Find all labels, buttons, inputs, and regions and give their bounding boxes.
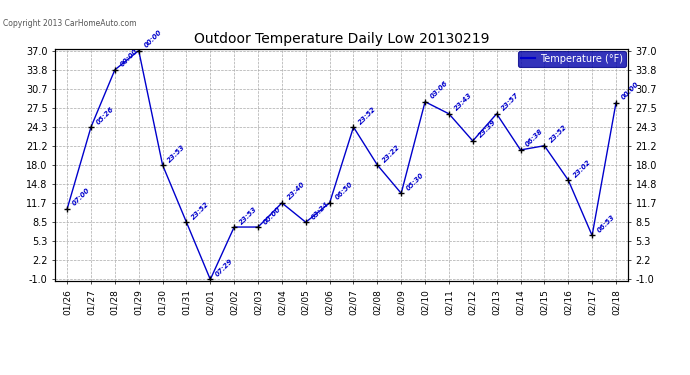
Text: 06:38: 06:38	[524, 128, 544, 148]
Text: 03:06: 03:06	[429, 80, 449, 100]
Text: 23:52: 23:52	[357, 105, 377, 125]
Text: 03:24: 03:24	[310, 201, 330, 220]
Text: 23:53: 23:53	[238, 205, 258, 225]
Text: 23:53: 23:53	[167, 143, 187, 163]
Text: 00:00: 00:00	[620, 81, 640, 101]
Text: 05:26: 05:26	[95, 105, 115, 125]
Text: 23:57: 23:57	[501, 92, 521, 112]
Text: 00:00: 00:00	[143, 29, 163, 49]
Title: Outdoor Temperature Daily Low 20130219: Outdoor Temperature Daily Low 20130219	[194, 32, 489, 46]
Text: 00:00: 00:00	[262, 205, 282, 225]
Text: Copyright 2013 CarHomeAuto.com: Copyright 2013 CarHomeAuto.com	[3, 19, 137, 28]
Text: 23:52: 23:52	[549, 124, 569, 144]
Text: 23:39: 23:39	[477, 119, 497, 139]
Text: 05:30: 05:30	[405, 171, 425, 192]
Legend: Temperature (°F): Temperature (°F)	[518, 51, 626, 66]
Text: 00:00: 00:00	[119, 48, 139, 68]
Text: 06:53: 06:53	[596, 214, 616, 234]
Text: 23:22: 23:22	[382, 143, 402, 163]
Text: 06:50: 06:50	[334, 181, 354, 201]
Text: 23:43: 23:43	[453, 92, 473, 112]
Text: 23:02: 23:02	[573, 158, 593, 178]
Text: 07:29: 07:29	[215, 258, 235, 278]
Text: 07:00: 07:00	[71, 187, 91, 207]
Text: 23:40: 23:40	[286, 181, 306, 201]
Text: 23:52: 23:52	[190, 201, 210, 220]
